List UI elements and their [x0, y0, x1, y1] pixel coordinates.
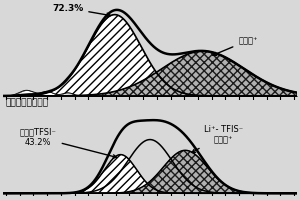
Text: 未加入功能添加剂: 未加入功能添加剂: [6, 98, 49, 107]
Text: 72.3%: 72.3%: [52, 4, 110, 17]
Text: 离子对⁺: 离子对⁺: [213, 36, 258, 55]
Text: 解离的TFSI⁻
43.2%: 解离的TFSI⁻ 43.2%: [20, 128, 116, 158]
Text: Li⁺- TFIS⁻
离子对⁺: Li⁺- TFIS⁻ 离子对⁺: [192, 125, 243, 152]
